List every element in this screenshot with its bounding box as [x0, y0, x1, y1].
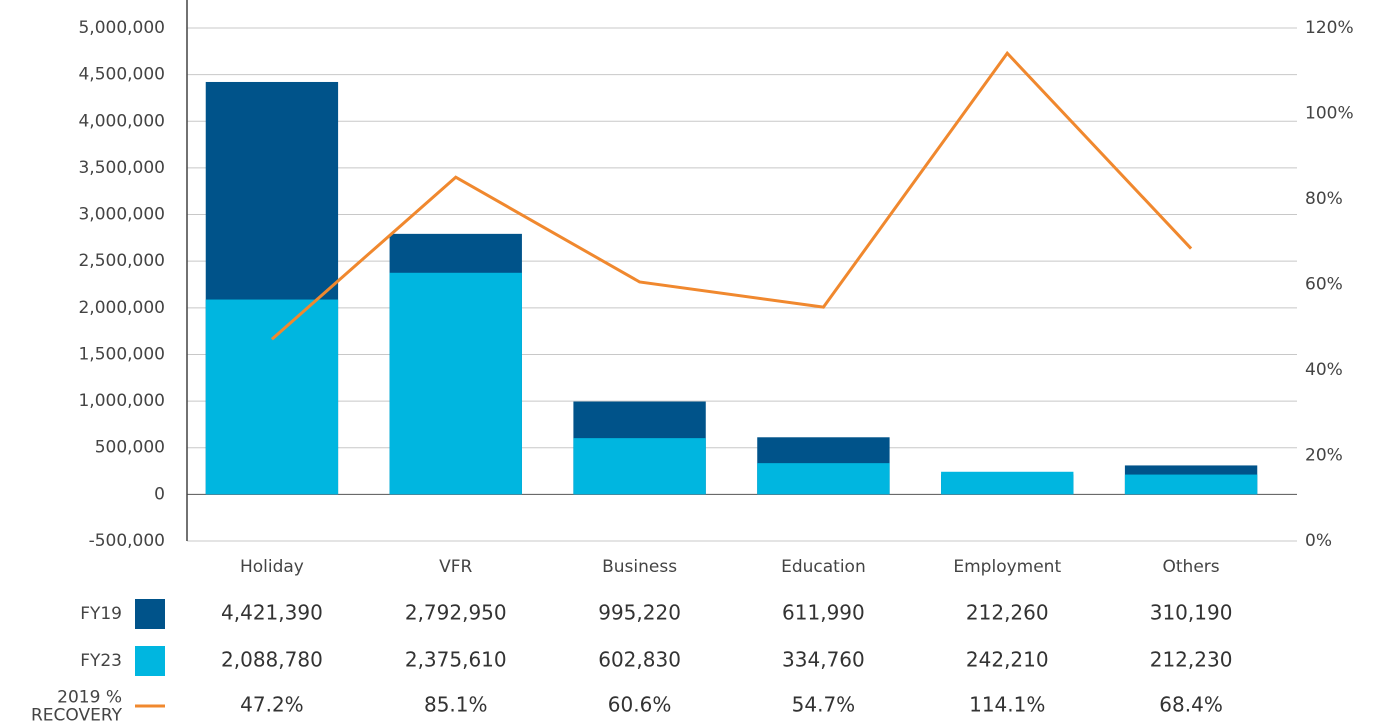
bar — [389, 272, 522, 495]
table-value: 212,260 — [966, 601, 1049, 625]
y2-tick-label: 0% — [1305, 531, 1332, 551]
y-tick-label: 4,000,000 — [78, 111, 165, 131]
bar — [757, 463, 890, 495]
table-value: 2,088,780 — [221, 648, 323, 672]
y-tick-label: 2,000,000 — [78, 298, 165, 318]
table-value: 60.6% — [608, 693, 672, 717]
table-value: 54.7% — [792, 693, 856, 717]
legend-label: FY19 — [80, 604, 122, 624]
y-tick-label: 1,000,000 — [78, 391, 165, 411]
table-value: 114.1% — [969, 693, 1045, 717]
x-tick-label: Education — [781, 557, 866, 577]
y-tick-label: 1,500,000 — [78, 344, 165, 364]
y2-tick-label: 100% — [1305, 104, 1354, 124]
y2-tick-label: 20% — [1305, 446, 1343, 466]
table-value: 212,230 — [1150, 648, 1233, 672]
y-tick-label: 4,500,000 — [78, 65, 165, 85]
y-tick-label: 5,000,000 — [78, 18, 165, 38]
table-value: 47.2% — [240, 693, 304, 717]
legend-swatch — [135, 646, 165, 676]
table-value: 334,760 — [782, 648, 865, 672]
legend-swatch — [135, 599, 165, 629]
table-value: 242,210 — [966, 648, 1049, 672]
table-value: 611,990 — [782, 601, 865, 625]
x-tick-label: Employment — [953, 557, 1061, 577]
table-value: 995,220 — [598, 601, 681, 625]
y2-tick-label: 120% — [1305, 18, 1354, 38]
table-value: 602,830 — [598, 648, 681, 672]
table-value: 85.1% — [424, 693, 488, 717]
y-tick-label: 0 — [154, 484, 165, 504]
table-value: 4,421,390 — [221, 601, 323, 625]
bar — [205, 299, 339, 495]
legend-label: FY23 — [80, 651, 122, 671]
line — [270, 50, 1193, 341]
table-value: 68.4% — [1159, 693, 1223, 717]
y-tick-label: -500,000 — [89, 531, 165, 551]
bar — [1124, 474, 1258, 495]
x-tick-label: Holiday — [240, 557, 304, 577]
y-tick-label: 3,500,000 — [78, 158, 165, 178]
table-value: 2,375,610 — [405, 648, 507, 672]
x-tick-label: VFR — [439, 557, 472, 577]
bar — [941, 471, 1074, 495]
x-tick-label: Others — [1163, 557, 1220, 577]
y2-tick-label: 80% — [1305, 189, 1343, 209]
y2-tick-label: 40% — [1305, 360, 1343, 380]
table-value: 310,190 — [1150, 601, 1233, 625]
y-tick-label: 2,500,000 — [78, 251, 165, 271]
y-tick-label: 500,000 — [95, 438, 165, 458]
bar — [573, 438, 706, 495]
table-value: 2,792,950 — [405, 601, 507, 625]
x-tick-label: Business — [602, 557, 677, 577]
y-tick-label: 3,000,000 — [78, 205, 165, 225]
y2-tick-label: 60% — [1305, 275, 1343, 295]
legend-label: 2019 % RECOVERY — [31, 688, 123, 725]
